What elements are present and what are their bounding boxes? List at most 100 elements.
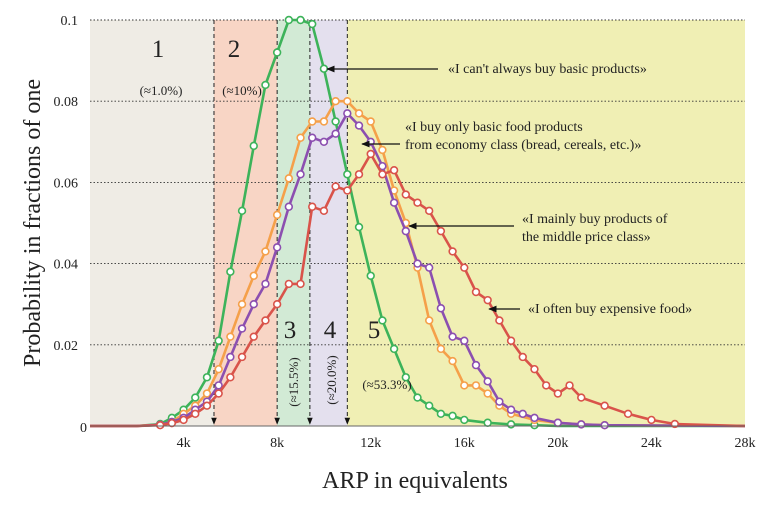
y-axis-label: Probability in fractions of one — [20, 79, 46, 367]
series-2-point — [424, 263, 434, 272]
series-0-point — [191, 393, 200, 402]
series-3-point — [623, 409, 633, 419]
series-3-point — [471, 287, 481, 297]
series-3-point — [354, 170, 364, 179]
series-3-point — [296, 279, 305, 289]
series-0-point — [343, 170, 352, 179]
series-0-point — [460, 415, 469, 425]
series-0-point — [226, 267, 235, 276]
series-3-point — [483, 295, 492, 305]
grid-layer — [90, 19, 745, 346]
region-3-share: (≈15.5%) — [286, 357, 301, 406]
series-3-point — [226, 373, 235, 382]
series-3-point — [401, 190, 411, 199]
series-3-point — [261, 316, 270, 325]
series-2-point — [237, 324, 247, 333]
series-layer — [90, 15, 746, 430]
annotations-layer: «I can't always buy basic products» «I bu… — [326, 62, 692, 317]
series-1-point — [202, 389, 212, 398]
series-3-point — [460, 263, 469, 272]
region-5-share: (≈53.3%) — [362, 377, 411, 392]
series-0-point — [354, 222, 364, 232]
series-3-point — [319, 206, 329, 216]
series-2-point — [436, 304, 446, 313]
x-axis-label: ARP in equivalents — [322, 468, 508, 494]
series-1-point — [284, 174, 294, 183]
series-0-point — [436, 409, 446, 419]
series-1-point — [471, 381, 481, 390]
series-2-point — [460, 336, 469, 345]
y-tick-label: 0.02 — [54, 339, 79, 354]
series-0-point — [366, 271, 375, 280]
x-tick-label: 12k — [360, 436, 381, 451]
series-0-point — [401, 373, 411, 382]
annotation-line: «I mainly buy products of — [522, 212, 668, 227]
series-3-point — [272, 300, 282, 309]
series-1-point — [436, 344, 446, 354]
series-0-point — [483, 418, 492, 427]
series-3-point — [179, 415, 188, 425]
series-1-point — [272, 210, 282, 220]
region-1-share: (≈1.0%) — [140, 83, 183, 98]
series-2-point — [413, 259, 422, 268]
series-3-point — [202, 401, 212, 410]
series-1-point — [249, 271, 258, 280]
series-2-point — [354, 121, 364, 130]
ticks-layer: 0 0.02 0.04 0.06 0.08 0.1 4k 8k 12k 16k 20k 24k 28k — [54, 14, 756, 451]
series-3-point — [389, 166, 399, 175]
series-3-point — [167, 418, 177, 428]
y-tick-label: 0.04 — [54, 258, 79, 273]
series-0-point — [261, 80, 270, 90]
series-2-point — [495, 397, 504, 406]
series-2-point — [389, 198, 399, 207]
series-2-point — [308, 133, 317, 142]
series-1-point — [378, 145, 387, 155]
y-tick-label: 0.06 — [54, 176, 79, 191]
series-3-point — [577, 393, 586, 402]
series-0-point — [506, 420, 516, 429]
series-3-point — [541, 381, 551, 390]
series-0-point — [272, 48, 282, 57]
series-1-point — [424, 316, 434, 325]
y-tick-label: 0.1 — [61, 14, 79, 29]
series-1-point — [354, 109, 364, 118]
series-2-point — [471, 360, 481, 370]
series-2-point — [261, 279, 270, 289]
x-tick-label: 28k — [735, 436, 756, 451]
region-3-number: 3 — [284, 317, 297, 344]
series-1-point — [319, 117, 329, 126]
series-3-point — [424, 206, 434, 216]
region-4-number: 4 — [324, 317, 337, 344]
region-labels-layer: 1 2 3 4 5 (≈1.0%) (≈10%) (≈15.5%) (≈20.0%) (≈53.3… — [140, 36, 412, 407]
series-3-point — [378, 170, 387, 179]
series-2-point — [401, 226, 411, 236]
series-2-point — [226, 352, 235, 362]
x-tick-label: 16k — [454, 436, 475, 451]
x-tick-label: 20k — [547, 436, 568, 451]
series-3-point — [518, 352, 527, 362]
series-2-point — [577, 420, 586, 429]
series-0-point — [448, 411, 457, 421]
annotation-line: «I buy only basic food products — [405, 120, 583, 135]
series-2-point — [518, 409, 527, 419]
series-3-point — [506, 336, 516, 345]
series-0-point — [237, 206, 247, 216]
series-2-point — [272, 243, 282, 252]
region-3-band — [277, 20, 310, 426]
series-2-point — [530, 413, 539, 423]
region-2-number: 2 — [228, 36, 241, 63]
annotation-1-text: «I buy only basic food products from econ… — [405, 120, 641, 153]
annotation-line: from economy class (bread, cereals, etc.… — [405, 138, 641, 153]
series-2-point — [284, 202, 294, 211]
region-1-band — [90, 20, 214, 426]
series-2-point — [296, 170, 305, 179]
region-5-number: 5 — [368, 317, 381, 344]
annotation-2-text: «I mainly buy products of the middle pric… — [522, 212, 668, 245]
series-3-point — [448, 247, 457, 256]
series-2-point — [319, 137, 329, 147]
y-tick-label: 0.08 — [54, 95, 79, 110]
annotation-3-text: «I often buy expensive food» — [528, 302, 692, 317]
series-1-point — [343, 96, 352, 106]
x-tick-label: 8k — [270, 436, 284, 451]
